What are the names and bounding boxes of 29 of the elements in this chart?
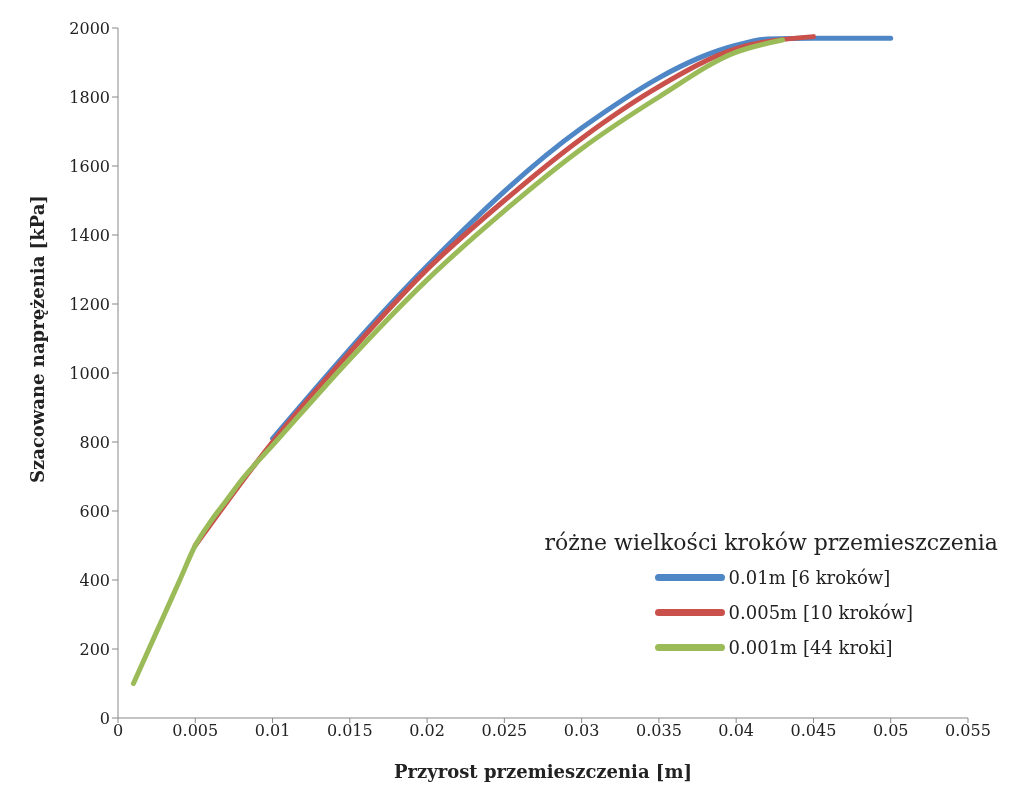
x-tick-label: 0.03 — [563, 721, 600, 741]
y-tick-label: 600 — [79, 501, 110, 521]
x-tick-label: 0.005 — [172, 721, 219, 741]
x-tick-label: 0.02 — [409, 721, 445, 741]
y-axis-title: Szacowane naprężenia [kPa] — [27, 195, 49, 483]
y-tick-label: 200 — [79, 639, 110, 659]
legend-label: 0.005m [10 kroków] — [728, 602, 914, 623]
x-tick-label: 0.055 — [945, 721, 991, 741]
x-tick-label: 0.015 — [326, 721, 373, 741]
x-tick-label: 0.035 — [636, 721, 682, 741]
y-tick-label: 1000 — [69, 363, 110, 383]
legend-title: różne wielkości kroków przemieszczenia — [544, 530, 998, 555]
y-tick-label: 400 — [79, 570, 110, 590]
legend-label: 0.001m [44 kroki] — [728, 637, 893, 658]
y-tick-label: 1400 — [69, 225, 110, 245]
x-axis-title: Przyrost przemieszczenia [m] — [394, 761, 692, 782]
x-tick-label: 0.025 — [481, 721, 528, 741]
x-tick-label: 0.01 — [254, 721, 291, 741]
x-tick-label: 0.045 — [790, 721, 837, 741]
x-tick-label: 0 — [112, 721, 124, 741]
y-tick-label: 1800 — [69, 87, 110, 107]
y-tick-label: 0 — [99, 708, 110, 728]
y-tick-label: 1600 — [69, 156, 110, 176]
legend-label: 0.01m [6 kroków] — [728, 567, 891, 588]
y-tick-label: 1200 — [69, 294, 110, 314]
x-tick-label: 0.04 — [718, 721, 754, 741]
x-tick-label: 0.05 — [872, 721, 909, 741]
y-tick-label: 2000 — [69, 18, 110, 38]
y-tick-label: 800 — [79, 432, 110, 452]
